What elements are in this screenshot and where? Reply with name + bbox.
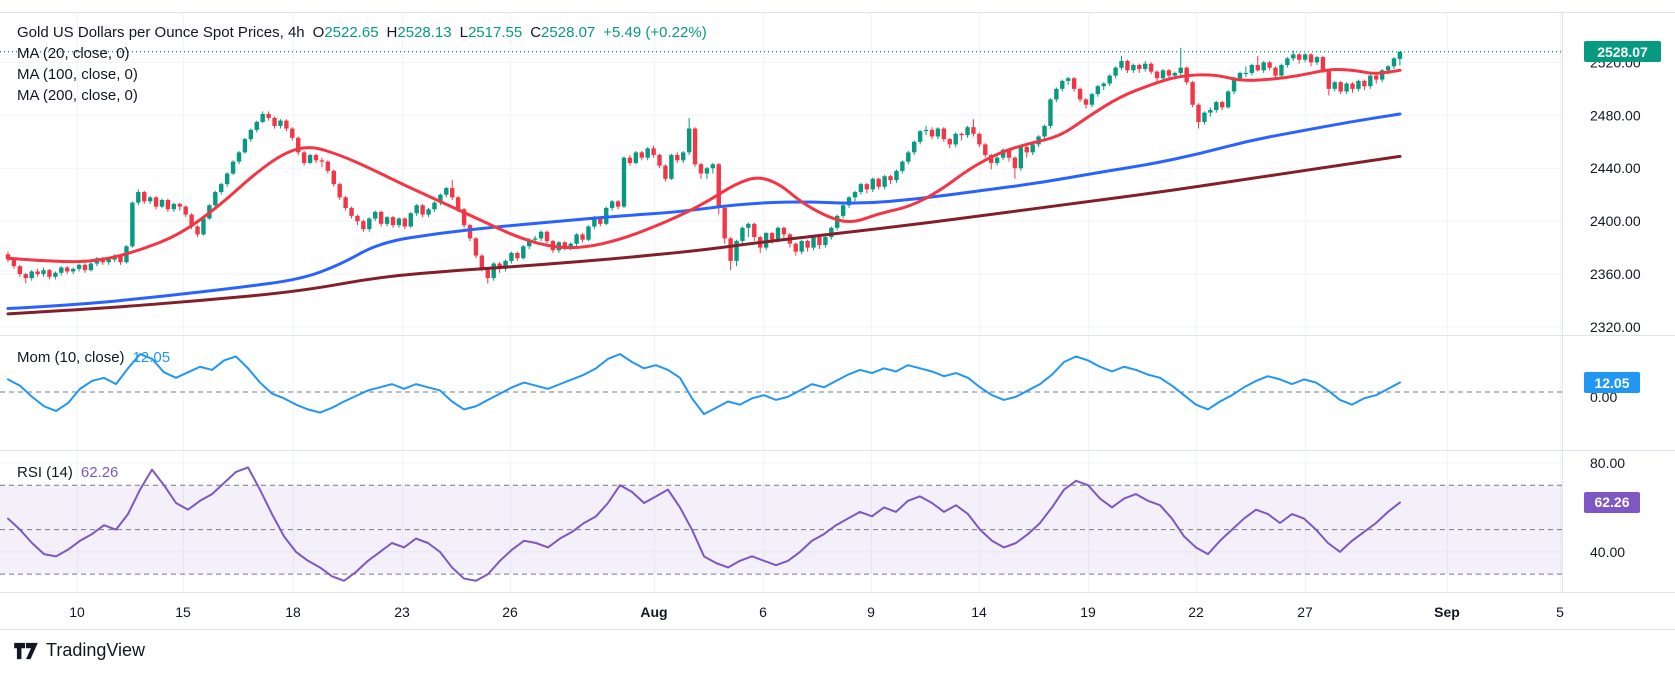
- ohlc-open: O2522.65: [312, 24, 379, 41]
- last-price-badge: 2528.07: [1584, 41, 1661, 63]
- time-tick-label: 22: [1188, 604, 1204, 620]
- price-tick-label: 2320.00: [1590, 319, 1641, 335]
- rsi-legend[interactable]: RSI (14) 62.26: [17, 464, 118, 481]
- time-tick-label: 19: [1080, 604, 1096, 620]
- time-tick-label: 5: [1556, 604, 1564, 620]
- ma20-legend-label: MA (20, close, 0): [17, 45, 130, 62]
- rsi-tick-label: 40.00: [1590, 544, 1625, 560]
- ma20-legend[interactable]: MA (20, close, 0): [17, 45, 130, 62]
- price-tick-label: 2360.00: [1590, 266, 1641, 282]
- price-change: +5.49 (+0.22%): [603, 24, 707, 41]
- candlestick-series: [5, 47, 1403, 284]
- time-tick-label: 9: [867, 604, 875, 620]
- time-tick-label: Aug: [640, 604, 667, 620]
- time-tick-label: 23: [394, 604, 410, 620]
- ma200-legend-label: MA (200, close, 0): [17, 87, 138, 104]
- rsi-band: [0, 485, 1562, 575]
- tradingview-logo-icon: [14, 642, 38, 659]
- rsi-value-badge: 62.26: [1584, 491, 1640, 513]
- momentum-legend-value: 12.05: [132, 349, 171, 366]
- momentum-zero-label: 0.00: [1590, 389, 1617, 405]
- ma20-line: [6, 68, 1402, 264]
- symbol-title: Gold US Dollars per Ounce Spot Prices, 4…: [17, 24, 305, 41]
- time-tick-label: 26: [502, 604, 518, 620]
- price-tick-label: 2400.00: [1590, 213, 1641, 229]
- momentum-line: [7, 353, 1401, 416]
- ohlc-close: C2528.07: [530, 24, 596, 41]
- time-tick-label: 6: [759, 604, 767, 620]
- time-tick-label: 10: [69, 604, 85, 620]
- tradingview-logo-text: TradingView: [46, 640, 146, 660]
- time-tick-label: 18: [285, 604, 301, 620]
- time-tick-label: 27: [1297, 604, 1313, 620]
- rsi-line: [7, 466, 1401, 582]
- momentum-value-badge: 12.05: [1584, 372, 1640, 393]
- ma100-legend[interactable]: MA (100, close, 0): [17, 66, 138, 83]
- time-tick-label: Sep: [1434, 604, 1460, 620]
- momentum-legend-label: Mom (10, close): [17, 349, 125, 366]
- rsi-legend-value: 62.26: [80, 464, 119, 481]
- ohlc-high: H2528.13: [386, 24, 452, 41]
- momentum-legend[interactable]: Mom (10, close) 12.05: [17, 349, 170, 366]
- time-tick-label: 14: [971, 604, 987, 620]
- ma100-line: [6, 112, 1402, 311]
- price-tick-label: 2480.00: [1590, 107, 1641, 123]
- ma200-legend[interactable]: MA (200, close, 0): [17, 87, 138, 104]
- rsi-legend-label: RSI (14): [17, 464, 73, 481]
- time-tick-label: 15: [175, 604, 191, 620]
- ma200-line: [6, 154, 1402, 316]
- ohlc-low: L2517.55: [459, 24, 523, 41]
- tradingview-watermark[interactable]: TradingView: [13, 640, 145, 661]
- symbol-legend[interactable]: Gold US Dollars per Ounce Spot Prices, 4…: [17, 24, 707, 41]
- ma100-legend-label: MA (100, close, 0): [17, 66, 138, 83]
- rsi-tick-label: 80.00: [1590, 455, 1625, 471]
- price-tick-label: 2440.00: [1590, 160, 1641, 176]
